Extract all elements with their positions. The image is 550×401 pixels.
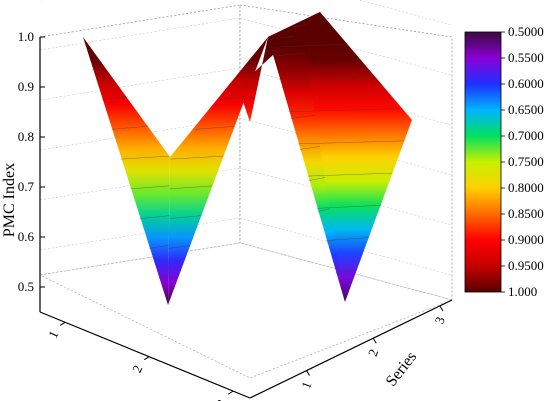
colorbar-tick-label: 0.5000 xyxy=(508,24,544,39)
contour-line xyxy=(149,245,169,249)
contour-line xyxy=(288,108,403,112)
z-tick-label: 0.6 xyxy=(18,229,35,244)
contour-line xyxy=(270,43,348,48)
contour-line xyxy=(326,237,369,241)
colorbar: 0.5000 0.5500 0.6000 0.6500 0.7000 0.7500 0.80… xyxy=(464,24,544,299)
contour-line xyxy=(158,274,169,279)
z-axis-title: PMC Index xyxy=(1,163,18,237)
z-tick-label: 0.8 xyxy=(18,129,34,144)
contour-line xyxy=(279,76,375,80)
contour-line xyxy=(243,66,257,71)
y-tick xyxy=(439,305,444,312)
contour-line xyxy=(262,60,267,65)
colorbar-tick-label: 0.6500 xyxy=(508,102,544,117)
colorbar-tick-label: 1.000 xyxy=(508,284,537,299)
contour-line xyxy=(316,205,381,209)
x-tick-label: 2 xyxy=(129,363,145,375)
z-ticks: 1.0 0.9 0.8 0.7 0.6 0.5 xyxy=(18,29,45,294)
surface-patch xyxy=(83,37,170,305)
contour-line xyxy=(253,72,261,77)
contour-line xyxy=(92,66,105,71)
grid-line xyxy=(39,17,241,51)
colorbar-tick-label: 0.8000 xyxy=(508,180,544,195)
z-tick-label: 0.7 xyxy=(18,179,35,194)
y-tick-label: 3 xyxy=(431,315,447,326)
contour-line xyxy=(239,85,258,89)
y-axis-line xyxy=(249,299,453,399)
contour-line xyxy=(308,177,326,181)
y-axis-title: Series xyxy=(383,349,420,390)
contour-line xyxy=(299,146,321,150)
contour-line xyxy=(169,215,202,219)
y-tick xyxy=(306,370,310,376)
contour-line xyxy=(317,208,331,212)
contour-line xyxy=(195,126,235,130)
colorbar-gradient xyxy=(464,31,502,293)
surface xyxy=(83,12,412,305)
colorbar-tick-label: 0.7000 xyxy=(508,128,544,143)
colorbar-tick-label: 0.9000 xyxy=(508,232,544,247)
contour-line xyxy=(281,83,311,88)
grid-line xyxy=(39,217,241,251)
contour-line xyxy=(335,269,357,274)
contour-line xyxy=(298,140,405,145)
x-tick xyxy=(227,390,234,395)
y-tick xyxy=(372,337,377,344)
contour-line xyxy=(130,185,170,190)
contour-line xyxy=(139,215,170,219)
contour-line xyxy=(294,23,307,28)
colorbar-tick-label: 0.7500 xyxy=(508,154,544,169)
contour-line xyxy=(101,96,127,100)
x-tick-label: 3 xyxy=(213,397,229,401)
contour-line xyxy=(111,126,148,130)
colorbar-tick-label: 0.6000 xyxy=(508,76,544,91)
contour-line xyxy=(335,270,341,275)
z-tick-label: 1.0 xyxy=(18,29,34,44)
contour-line xyxy=(219,96,246,100)
z-tick-label: 0.9 xyxy=(18,79,34,94)
colorbar-tick-label: 0.8500 xyxy=(508,206,544,221)
y-ticks: 1 2 3 xyxy=(298,305,448,391)
y-tick-label: 1 xyxy=(298,379,314,390)
colorbar-tick-label: 0.9500 xyxy=(508,258,544,273)
surface-patch xyxy=(168,37,268,305)
colorbar-ticks: 0.5000 0.5500 0.6000 0.6500 0.7000 0.7500 0.80… xyxy=(501,24,544,299)
surface-patch xyxy=(268,22,345,302)
contour-line xyxy=(241,97,256,101)
x-axis-line xyxy=(39,311,251,399)
contour-lines xyxy=(92,23,405,279)
contour-line xyxy=(265,48,280,52)
contour-line xyxy=(169,185,213,190)
contour-line xyxy=(326,239,336,244)
contour-line xyxy=(269,36,294,40)
contour-line xyxy=(307,172,393,177)
contour-line xyxy=(272,52,306,57)
contour-line xyxy=(170,155,224,160)
z-tick-label: 0.5 xyxy=(18,279,34,294)
contour-line xyxy=(290,115,316,119)
colorbar-tick-label: 0.5500 xyxy=(508,50,544,65)
contour-line xyxy=(168,274,180,279)
contour-line xyxy=(245,109,253,114)
grid-line xyxy=(39,67,241,101)
x-tick xyxy=(59,321,66,326)
y-tick-label: 2 xyxy=(365,347,381,358)
plot-box xyxy=(38,0,454,379)
contour-line xyxy=(120,155,170,160)
contour-line xyxy=(168,245,191,249)
x-tick xyxy=(143,356,150,361)
x-tick-label: 1 xyxy=(45,328,61,340)
